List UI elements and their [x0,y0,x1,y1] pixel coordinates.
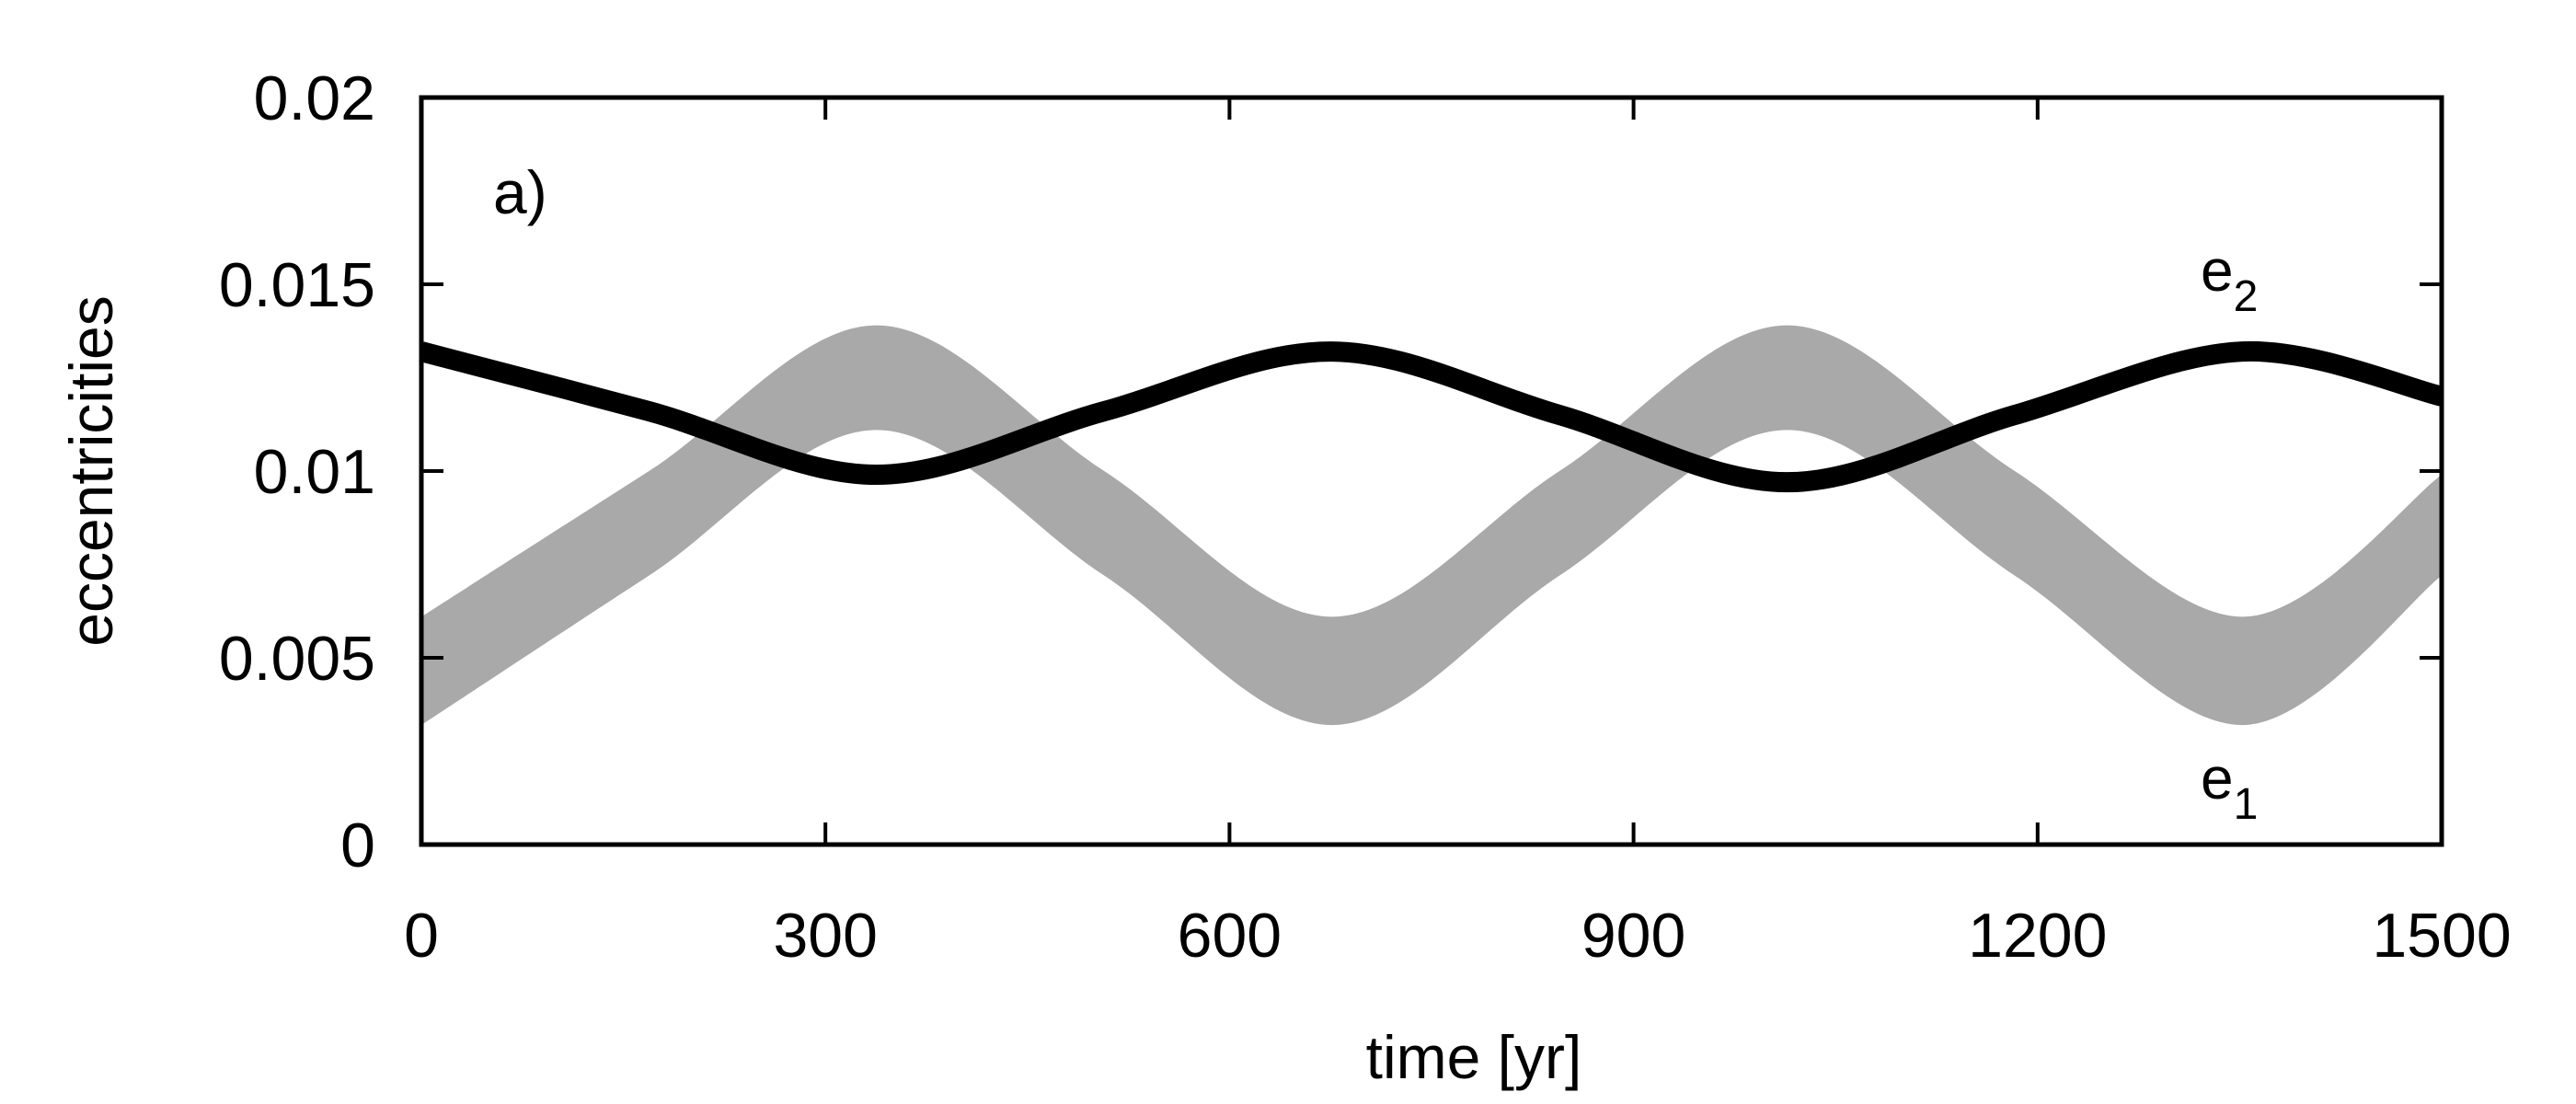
e2-line-layer [419,340,2444,493]
y-tick-label: 0.02 [254,63,375,133]
y-axis-label: eccentricities [57,295,125,646]
tick-labels: 0 300 600 900 1200 1500 0 0.005 0.01 0.015 0.02 [219,63,2512,971]
x-tick-label: 1500 [2372,901,2511,971]
y-tick-label: 0.01 [254,437,375,507]
panel-label: a) [493,158,547,226]
series-label-e2: e2 [2201,237,2258,321]
e2-line [419,340,2444,493]
y-tick-label: 0 [340,811,375,880]
e1-band [421,325,2442,726]
y-tick-label: 0.015 [219,250,375,320]
x-tick-label: 0 [404,901,439,971]
series-label-e1: e1 [2201,745,2258,829]
x-tick-label: 600 [1178,901,1282,971]
x-tick-label: 300 [773,901,877,971]
e1-band-layer [421,325,2442,726]
x-tick-label: 900 [1581,901,1685,971]
tick-marks [420,96,2444,846]
x-axis-label: time [yr] [1366,1023,1582,1091]
y-tick-label: 0.005 [219,624,375,694]
x-tick-label: 1200 [1968,901,2107,971]
